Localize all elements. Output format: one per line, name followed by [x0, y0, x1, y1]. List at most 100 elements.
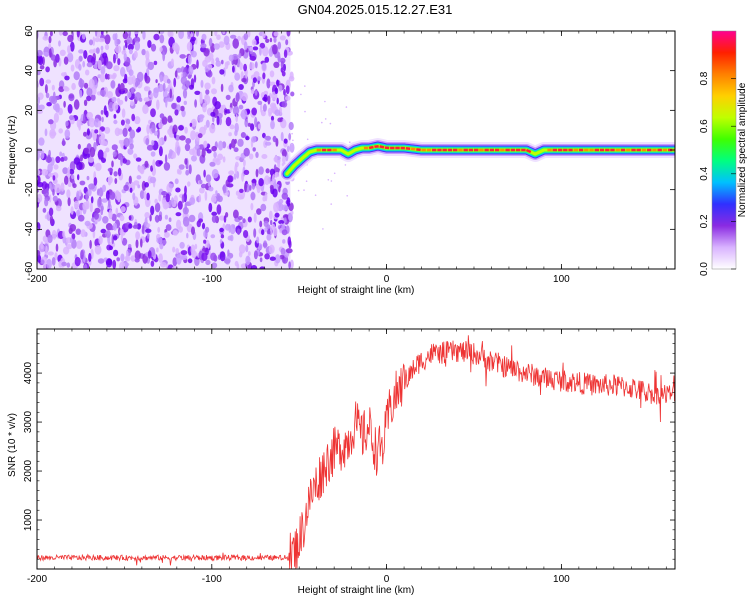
noise-blob [282, 239, 286, 244]
noise-blob [213, 43, 220, 50]
noise-blob [269, 256, 276, 261]
noise-blob [249, 153, 254, 160]
noise-blob [54, 252, 58, 261]
noise-blob [171, 151, 177, 159]
noise-blob [281, 229, 288, 236]
bottom-y-tick-label: 2000 [23, 459, 34, 482]
noise-speck [291, 132, 293, 135]
noise-blob [62, 230, 66, 238]
noise-blob [265, 38, 270, 43]
noise-blob [190, 244, 196, 255]
noise-blob [249, 47, 254, 52]
noise-blob [285, 95, 291, 101]
noise-blob [205, 239, 210, 250]
noise-blob [73, 157, 81, 165]
noise-blob [249, 55, 257, 61]
noise-blob [219, 239, 223, 244]
noise-blob [88, 39, 94, 46]
noise-blob [188, 214, 196, 223]
noise-blob [288, 133, 292, 141]
noise-blob [263, 94, 268, 103]
noise-blob [76, 209, 80, 217]
noise-blob [114, 45, 122, 54]
noise-blob [111, 144, 118, 151]
colorbar-label: Normalized spectral amplitude [737, 82, 748, 217]
noise-blob [93, 212, 99, 220]
noise-speck [304, 85, 306, 87]
noise-blob [210, 195, 217, 203]
noise-blob [278, 220, 285, 225]
noise-blob [219, 227, 225, 233]
noise-blob [119, 82, 125, 92]
noise-blob [251, 136, 257, 143]
noise-blob [62, 246, 70, 255]
noise-blob [107, 199, 111, 208]
noise-blob [194, 90, 201, 95]
noise-blob [240, 109, 248, 120]
noise-blob [37, 82, 40, 88]
bottom-y-tick-label: 4000 [23, 362, 34, 385]
noise-blob [86, 95, 92, 102]
noise-blob [247, 251, 251, 256]
noise-blob [147, 250, 152, 259]
noise-blob [65, 120, 69, 127]
noise-blob [78, 78, 85, 88]
noise-blob [272, 188, 278, 198]
noise-blob [208, 186, 214, 192]
noise-blob [45, 66, 50, 73]
noise-blob [82, 201, 89, 210]
noise-blob [281, 70, 286, 77]
noise-blob [286, 145, 290, 152]
noise-blob [274, 171, 280, 178]
noise-blob [100, 207, 104, 216]
noise-blob [172, 257, 178, 267]
noise-blob [158, 193, 162, 202]
noise-blob [132, 192, 136, 201]
noise-speck [303, 189, 305, 191]
noise-blob [184, 143, 191, 152]
noise-blob [164, 231, 170, 238]
noise-blob [133, 50, 138, 59]
noise-blob [148, 90, 151, 96]
noise-blob [241, 92, 248, 102]
top-x-tick-label: -100 [202, 274, 222, 285]
noise-blob [121, 237, 128, 246]
noise-blob [252, 77, 257, 83]
noise-blob [97, 59, 102, 70]
noise-blob [144, 86, 149, 92]
noise-blob [232, 106, 240, 115]
noise-blob [260, 103, 263, 113]
noise-blob [48, 194, 52, 203]
noise-blob [78, 122, 81, 131]
noise-blob [89, 146, 96, 158]
noise-blob [81, 33, 86, 40]
noise-blob [228, 223, 231, 233]
noise-blob [67, 166, 71, 176]
noise-blob [204, 191, 208, 201]
noise-blob [127, 148, 134, 155]
noise-blob [181, 254, 188, 261]
noise-blob [250, 265, 258, 269]
noise-blob [129, 129, 136, 139]
noise-blob [254, 61, 258, 69]
noise-blob [199, 179, 203, 185]
noise-blob [38, 104, 45, 110]
noise-blob [172, 230, 178, 236]
noise-blob [67, 34, 74, 43]
noise-blob [109, 245, 113, 251]
noise-speck [330, 180, 333, 182]
noise-blob [179, 241, 185, 249]
noise-blob [49, 31, 53, 37]
noise-blob [79, 180, 86, 186]
noise-blob [45, 79, 51, 84]
noise-blob [262, 46, 269, 57]
noise-blob [58, 86, 65, 93]
noise-blob [159, 34, 165, 44]
noise-blob [278, 198, 284, 204]
noise-blob [234, 130, 238, 137]
noise-blob [142, 31, 146, 40]
noise-blob [104, 44, 110, 51]
noise-blob [94, 31, 98, 37]
noise-blob [93, 177, 98, 186]
